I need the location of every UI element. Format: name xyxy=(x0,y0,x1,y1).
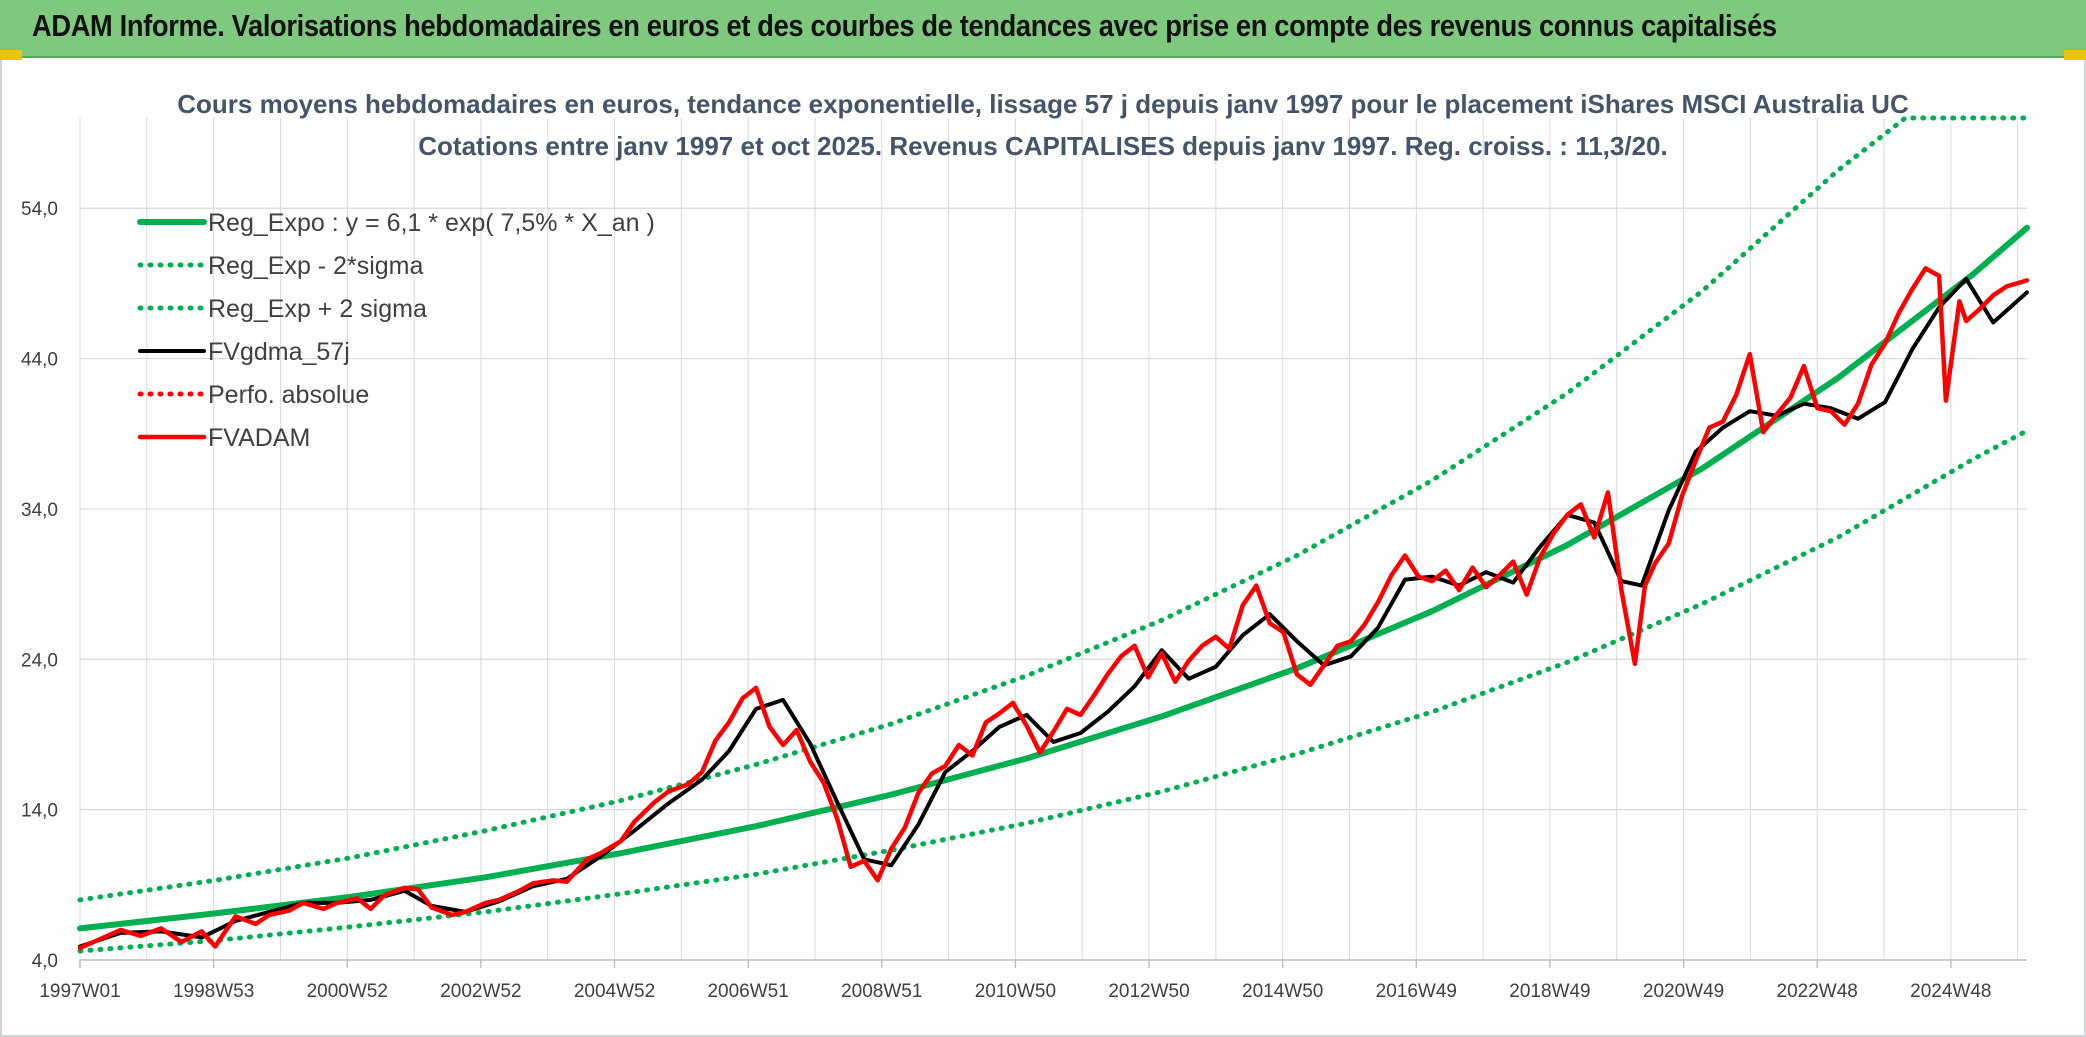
x-tick-label: 1998W53 xyxy=(173,981,254,1002)
x-tick-label: 2010W50 xyxy=(975,981,1056,1002)
x-tick-label: 2014W50 xyxy=(1242,981,1323,1002)
x-tick-label: 2008W51 xyxy=(841,981,922,1002)
chart-legend: Reg_Expo : y = 6,1 * exp( 7,5% * X_an ) R… xyxy=(137,209,655,452)
x-tick-label: 2000W52 xyxy=(307,981,388,1002)
series-line-0 xyxy=(77,224,2030,932)
x-tick-label: 1997W01 xyxy=(39,981,120,1002)
legend-label: Reg_Exp + 2 sigma xyxy=(208,295,427,323)
chart-title: Cours moyens hebdomadaires en euros, ten… xyxy=(177,89,1909,119)
series-line-1 xyxy=(77,428,2030,954)
x-tick-label: 2024W48 xyxy=(1910,981,1991,1002)
banner-accent-right xyxy=(2064,50,2086,60)
series-line-3 xyxy=(78,276,2029,949)
page-title: ADAM Informe. Valorisations hebdomadaire… xyxy=(32,8,1777,43)
x-tick-label: 2018W49 xyxy=(1509,981,1590,1002)
y-tick-label: 34,0 xyxy=(21,500,58,521)
x-tick-label: 2016W49 xyxy=(1376,981,1457,1002)
legend-label: Reg_Expo : y = 6,1 * exp( 7,5% * X_an ) xyxy=(208,209,655,237)
y-tick-label: 54,0 xyxy=(21,199,58,220)
chart-grid xyxy=(79,118,2027,961)
series-line-5 xyxy=(77,266,2030,951)
banner-accent-left xyxy=(0,50,22,60)
x-tick-label: 2022W48 xyxy=(1777,981,1858,1002)
x-tick-label: 2006W51 xyxy=(707,981,788,1002)
legend-label: FVADAM xyxy=(208,424,310,452)
legend-label: Perfo. absolue xyxy=(208,381,369,409)
header-banner: ADAM Informe. Valorisations hebdomadaire… xyxy=(0,0,2086,58)
y-tick-label: 24,0 xyxy=(21,650,58,671)
legend-label: Reg_Exp - 2*sigma xyxy=(208,252,423,280)
y-tick-label: 44,0 xyxy=(21,350,58,371)
x-tick-label: 2004W52 xyxy=(574,981,655,1002)
x-tick-label: 2012W50 xyxy=(1108,981,1189,1002)
chart-series xyxy=(77,115,2030,954)
series-line-2 xyxy=(77,115,2030,903)
y-tick-label: 4,0 xyxy=(32,951,58,972)
chart-subtitle: Cotations entre janv 1997 et oct 2025. R… xyxy=(418,131,1667,161)
legend-label: FVgdma_57j xyxy=(208,338,350,366)
y-tick-label: 14,0 xyxy=(21,801,58,822)
x-tick-label: 2020W49 xyxy=(1643,981,1724,1002)
chart-axes: 4,0 14,0 24,0 34,0 44,0 54,0 1997W01 1998W53 200… xyxy=(21,199,2027,1002)
x-tick-label: 2002W52 xyxy=(440,981,521,1002)
